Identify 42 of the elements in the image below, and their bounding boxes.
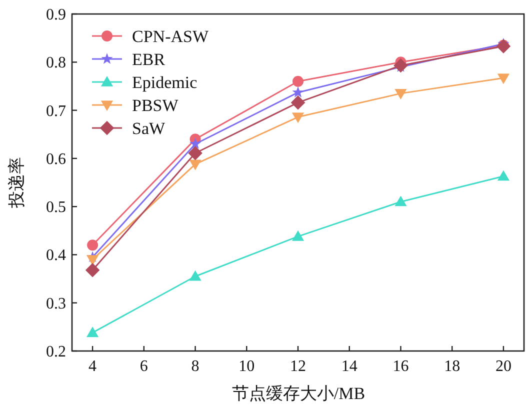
x-axis-title: 节点缓存大小/MB [232,384,366,403]
x-tick-label: 4 [88,358,97,375]
point [87,240,98,251]
legend-label: SaW [132,119,166,138]
point [188,146,202,160]
point [394,89,407,100]
y-tick-label: 0.7 [46,102,66,120]
y-tick-label: 0.8 [46,54,66,72]
x-tick-label: 12 [290,358,306,375]
point [497,170,510,181]
y-axis-title: 投递率 [7,157,26,209]
point [292,112,304,124]
point [394,196,407,206]
point [190,138,202,149]
y-tick-label: 0.9 [46,6,66,24]
y-tick-label: 0.6 [46,150,66,168]
legend-label: EBR [132,50,166,69]
y-tick-label: 0.5 [46,199,66,216]
x-tick-label: 14 [341,358,358,375]
point [394,58,408,73]
point [292,76,304,87]
y-tick-label: 0.4 [46,247,66,264]
x-tick-label: 16 [392,358,409,375]
point [189,270,202,281]
legend-label: CPN-ASW [132,27,210,46]
point [86,326,99,338]
x-tick-label: 10 [238,358,255,375]
point [497,74,510,84]
y-tick-label: 0.3 [46,295,66,312]
point [292,86,304,98]
x-tick-label: 6 [140,358,148,375]
point [496,39,511,54]
point [292,230,304,241]
legend-label: PBSW [132,96,180,115]
x-tick-label: 8 [191,358,200,375]
y-tick-label: 0.2 [46,344,66,360]
point [290,95,306,110]
x-tick-label: 20 [495,358,512,375]
point [189,160,202,170]
x-tick-label: 18 [444,358,460,375]
legend-label: Epidemic [132,73,198,92]
point [85,262,100,278]
